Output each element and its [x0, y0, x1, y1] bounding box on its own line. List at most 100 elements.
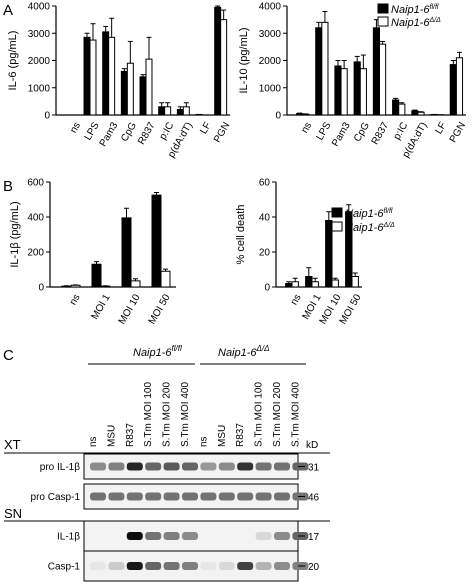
blot-row-label: IL-1β	[57, 532, 80, 543]
bar-flfl	[196, 114, 202, 115]
y-tick-label: 2000	[28, 56, 51, 67]
bar-flfl	[306, 277, 312, 288]
bar-del	[90, 40, 96, 115]
y-tick-label: 3000	[28, 29, 51, 40]
bar-flfl	[152, 195, 161, 287]
blot-band	[237, 493, 253, 501]
x-tick-label: Pam3	[98, 120, 121, 149]
blot-band	[145, 532, 161, 540]
bar-del	[165, 107, 171, 115]
lane-label: S.Tm MOI 100	[143, 382, 154, 447]
lane-label: ns	[198, 436, 209, 447]
y-axis-label: IL-6 (pg/mL)	[7, 31, 19, 91]
x-tick-label: p:IC	[392, 121, 411, 142]
blot-band	[164, 493, 180, 501]
blot-band	[237, 463, 253, 471]
bar-flfl	[121, 71, 127, 115]
x-tick-label: CpG	[352, 120, 372, 143]
blot-band	[127, 532, 143, 540]
lane-label: S.Tm MOI 200	[272, 382, 283, 447]
blot-row-label: Casp-1	[48, 562, 81, 573]
panel-label-a: A	[3, 2, 13, 19]
y-tick-label: 1000	[28, 83, 51, 94]
bar-flfl	[431, 114, 437, 115]
x-tick-label: ns	[299, 121, 314, 136]
lane-label: S.Tm MOI 100	[254, 382, 265, 447]
x-tick-label: p:IC	[158, 121, 177, 142]
y-tick-label: 4000	[259, 2, 282, 13]
bar-flfl	[373, 28, 379, 115]
kd-value: 46	[308, 493, 320, 504]
lane-labels: ns MSU R837 S.Tm MOI 100 S.Tm MOI 200 S.Tm MO…	[88, 382, 301, 447]
x-tick-label: ns	[68, 293, 83, 308]
y-axis-label: % cell death	[235, 205, 247, 265]
legend-label-del: Naip1-6Δ/Δ	[391, 17, 441, 29]
lane-label: ns	[88, 436, 99, 447]
blot-band	[237, 562, 253, 570]
kd-value: 17	[308, 532, 320, 543]
blot-band	[127, 463, 143, 471]
bar-flfl	[412, 111, 418, 115]
bar-del	[131, 281, 140, 287]
y-axis-label: IL-1β (pg/mL)	[9, 201, 21, 267]
x-tick-label: ns	[68, 121, 83, 136]
bar-flfl	[286, 284, 292, 288]
x-tick-label: ns	[289, 293, 304, 308]
blot-band	[108, 463, 124, 471]
y-tick-label: 40	[259, 213, 271, 224]
bar-del	[332, 280, 338, 287]
y-tick-label: 4000	[28, 2, 51, 13]
blot-band	[127, 493, 143, 501]
blot-band	[219, 463, 235, 471]
blot-band	[145, 562, 161, 570]
bar-del	[352, 277, 358, 288]
bar-flfl	[177, 110, 183, 115]
x-tick-label: MOI 10	[117, 292, 143, 326]
x-tick-label: MOI 1	[90, 292, 113, 321]
bar-del	[322, 22, 328, 115]
x-tick-label: R837	[136, 120, 158, 147]
y-axis-label: IL-10 (pg/mL)	[238, 27, 250, 93]
bar-del	[221, 20, 227, 115]
blot-band	[182, 532, 198, 540]
bar-flfl	[326, 221, 332, 288]
blot-row-label: pro Casp-1	[31, 492, 81, 503]
legend-swatch-del	[332, 222, 342, 231]
x-tick-label: LF	[198, 121, 213, 137]
x-tick-label: LPS	[83, 120, 102, 142]
blot-band	[90, 463, 106, 471]
y-tick-label: 0	[264, 283, 270, 294]
kd-label: kD	[306, 440, 318, 451]
blot-band	[219, 562, 235, 570]
bar-flfl	[316, 28, 322, 115]
blot-band	[145, 463, 161, 471]
blot-band	[164, 463, 180, 471]
legend-b: Naip1-6fl/fl Naip1-6Δ/Δ	[332, 208, 395, 234]
lane-label: MSU	[106, 425, 117, 447]
bar-del	[71, 285, 80, 287]
blot-band	[164, 562, 180, 570]
blot-group2-label: Naip1-6Δ/Δ	[218, 344, 270, 359]
lane-label: R837	[125, 423, 136, 447]
bar-flfl	[335, 66, 341, 115]
bar-del	[109, 37, 115, 115]
legend-label-del: Naip1-6Δ/Δ	[345, 222, 395, 234]
lane-label: S.Tm MOI 400	[290, 382, 301, 447]
blot-band	[182, 463, 198, 471]
y-tick-label: 0	[44, 111, 50, 122]
blot-band	[164, 532, 180, 540]
bar-del	[380, 44, 386, 115]
bar-flfl	[450, 65, 456, 115]
x-tick-label: MOI 50	[147, 292, 173, 326]
blot-band	[274, 493, 290, 501]
bar-del	[183, 107, 189, 115]
kd-value: 31	[308, 463, 320, 474]
x-tick-label: Pam3	[330, 120, 353, 149]
bar-flfl	[103, 32, 109, 115]
bar-del	[127, 63, 133, 115]
